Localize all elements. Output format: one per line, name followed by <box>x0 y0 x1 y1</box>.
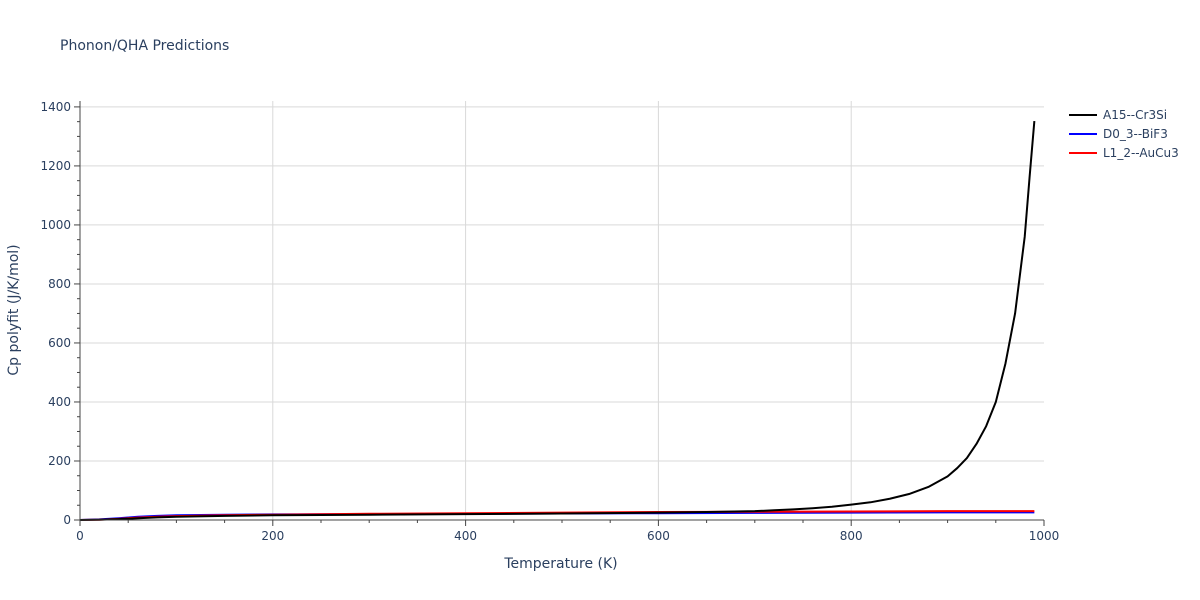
y-tick-label: 200 <box>48 454 71 468</box>
legend-label: L1_2--AuCu3 <box>1103 146 1179 160</box>
legend-item-A15--Cr3Si[interactable]: A15--Cr3Si <box>1069 108 1167 122</box>
x-tick-label: 1000 <box>1029 529 1060 543</box>
x-tick-label: 600 <box>647 529 670 543</box>
y-tick-label: 400 <box>48 395 71 409</box>
axes <box>79 101 1044 521</box>
chart-title: Phonon/QHA Predictions <box>60 38 229 54</box>
x-tick-label: 0 <box>76 529 84 543</box>
y-axis-ticks: 0 200 400 600 800 1000 1200 1400 <box>40 100 80 527</box>
y-tick-label: 1200 <box>40 159 71 173</box>
y-tick-label: 800 <box>48 277 71 291</box>
x-tick-label: 800 <box>840 529 863 543</box>
y-tick-label: 1400 <box>40 100 71 114</box>
legend[interactable]: A15--Cr3Si D0_3--BiF3 L1_2--AuCu3 <box>1069 108 1179 160</box>
x-axis-title: Temperature (K) <box>503 556 617 572</box>
y-axis-title: Cp polyfit (J/K/mol) <box>6 244 22 375</box>
plot-area <box>79 120 1036 521</box>
x-axis-ticks: 0 200 400 600 800 1000 <box>76 520 1059 543</box>
grid <box>80 101 1044 520</box>
series-line-A15--Cr3Si <box>79 120 1036 521</box>
x-tick-label: 400 <box>454 529 477 543</box>
legend-label: D0_3--BiF3 <box>1103 127 1168 141</box>
y-tick-label: 600 <box>48 336 71 350</box>
y-tick-label: 1000 <box>40 218 71 232</box>
x-tick-label: 200 <box>261 529 284 543</box>
legend-label: A15--Cr3Si <box>1103 108 1167 122</box>
y-tick-label: 0 <box>63 513 71 527</box>
legend-item-L1_2--AuCu3[interactable]: L1_2--AuCu3 <box>1069 146 1179 160</box>
legend-item-D0_3--BiF3[interactable]: D0_3--BiF3 <box>1069 127 1168 141</box>
